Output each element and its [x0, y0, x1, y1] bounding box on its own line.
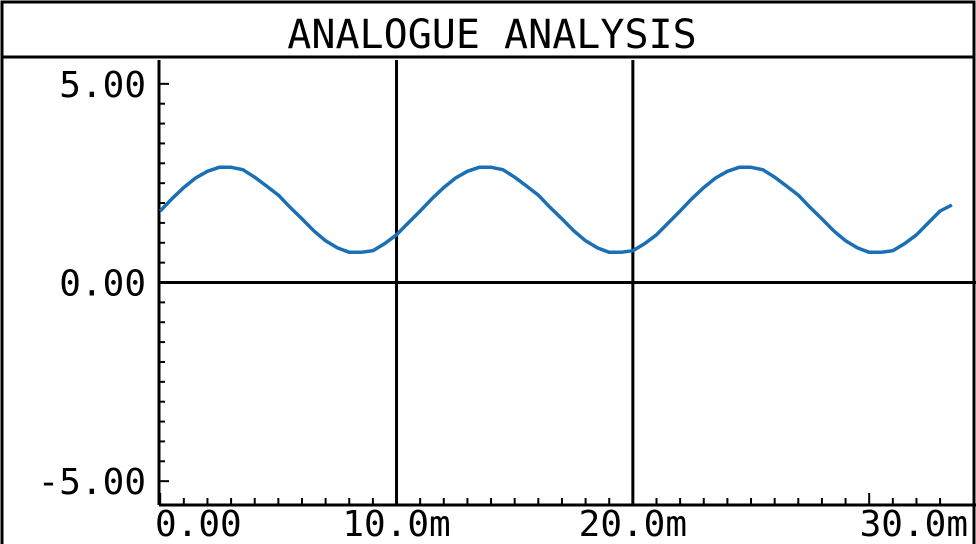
chart-title: ANALOGUE ANALYSIS	[287, 12, 696, 58]
y-tick-label: 0.00	[59, 264, 146, 305]
minor-ticks	[159, 82, 942, 505]
gridlines	[159, 60, 976, 505]
y-tick-label: -5.00	[38, 462, 146, 503]
y-tick-label: 5.00	[59, 65, 146, 106]
series-line	[158, 165, 953, 255]
x-tick-labels: 0.00 10.0m 20.0m 30.0m	[155, 504, 968, 544]
series-group	[158, 165, 953, 255]
x-tick-label: 20.0m	[579, 504, 687, 544]
x-tick-label: 30.0m	[860, 504, 968, 544]
axes	[157, 60, 976, 507]
x-tick-label: 0.00	[155, 504, 242, 544]
y-tick-labels: 5.00 0.00 -5.00	[38, 65, 146, 503]
x-tick-label: 10.0m	[342, 504, 450, 544]
